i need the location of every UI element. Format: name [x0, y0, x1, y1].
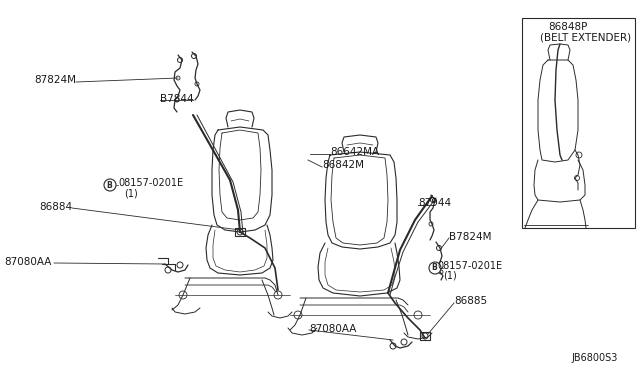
- Text: 87080AA: 87080AA: [309, 324, 356, 334]
- Text: 08157-0201E: 08157-0201E: [118, 178, 183, 188]
- Text: (1): (1): [124, 188, 138, 198]
- Text: B7824M: B7824M: [449, 232, 492, 242]
- Text: 86842M: 86842M: [322, 160, 364, 170]
- Text: B: B: [106, 180, 112, 189]
- Text: 87824M: 87824M: [34, 75, 76, 85]
- Text: 86885: 86885: [454, 296, 487, 306]
- Text: B7844: B7844: [160, 94, 194, 104]
- Text: 86884: 86884: [39, 202, 72, 212]
- Text: 86642MA: 86642MA: [330, 147, 379, 157]
- Circle shape: [104, 179, 116, 191]
- Text: (BELT EXTENDER): (BELT EXTENDER): [540, 33, 631, 43]
- Text: JB6800S3: JB6800S3: [572, 353, 618, 363]
- Text: (1): (1): [443, 271, 457, 281]
- Bar: [522, 18, 635, 228]
- Circle shape: [429, 262, 441, 274]
- Text: 87080AA: 87080AA: [4, 257, 52, 267]
- Text: B: B: [431, 263, 437, 273]
- Text: 86848P: 86848P: [548, 22, 588, 32]
- Text: 08157-0201E: 08157-0201E: [437, 261, 502, 271]
- Text: 87944: 87944: [418, 198, 451, 208]
